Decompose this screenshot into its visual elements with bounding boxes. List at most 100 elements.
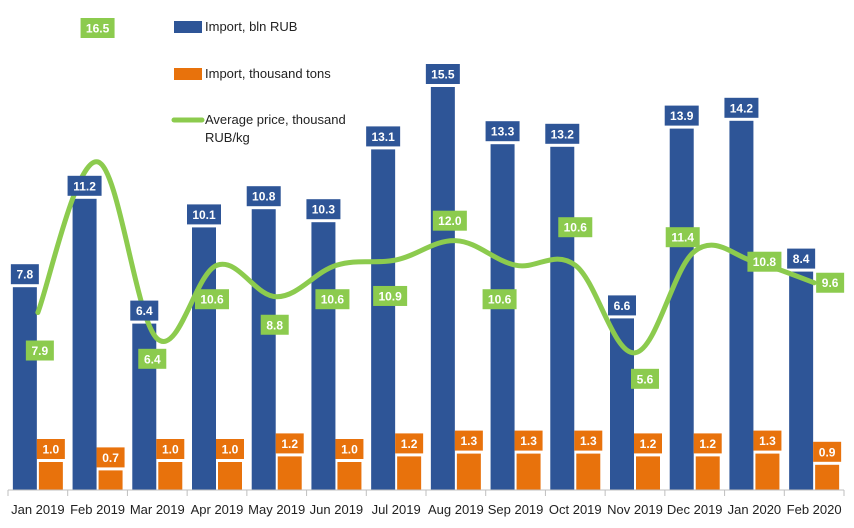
import-tons-label-text: 1.2 <box>401 437 418 451</box>
import-rub-bar <box>550 146 575 491</box>
average-price-label-text: 12.0 <box>438 214 462 228</box>
import-rub-label-text: 13.3 <box>491 125 515 139</box>
import-rub-bar <box>371 149 396 490</box>
import-rub-label-box <box>545 123 580 144</box>
average-price-label-box <box>665 227 700 248</box>
import-tons-label-text: 1.3 <box>580 434 597 448</box>
import-rub-bar <box>430 87 455 490</box>
average-price-label-text: 10.6 <box>488 293 512 307</box>
x-tick-label: Jun 2019 <box>310 502 364 517</box>
import-rub-label: 14.2 <box>724 97 759 118</box>
import-rub-label-box <box>664 105 699 126</box>
import-tons-label-text: 1.0 <box>341 443 358 457</box>
average-price-label-text: 10.8 <box>753 255 777 269</box>
average-price-label-box <box>816 272 845 293</box>
import-rub-label-box <box>130 300 159 321</box>
import-rub-label-text: 6.4 <box>136 304 153 318</box>
import-rub-label-box <box>425 64 460 84</box>
average-price-label-text: 5.6 <box>637 372 654 386</box>
import-tons-label-text: 0.7 <box>102 451 119 465</box>
import-rub-label-box <box>366 126 401 147</box>
import-rub-bar <box>490 144 515 490</box>
import-rub-label-box <box>724 97 759 118</box>
import-rub-bar <box>132 323 157 490</box>
import-tons-label-box <box>454 430 483 451</box>
x-tick-label: Jan 2020 <box>728 502 782 517</box>
average-price-label-box <box>432 210 467 231</box>
average-price-label-box <box>195 289 229 310</box>
average-price-label-text: 10.9 <box>378 289 402 303</box>
import-rub-label-text: 6.6 <box>614 299 631 313</box>
legend-swatch-import-rub <box>174 21 202 33</box>
import-tons-label: 1.3 <box>514 430 543 451</box>
average-price-label: 8.8 <box>260 314 289 335</box>
import-rub-label-box <box>787 248 816 269</box>
import-rub-label-text: 13.1 <box>371 130 395 144</box>
import-rub-label-box <box>608 295 636 316</box>
import-tons-label: 1.0 <box>36 439 65 459</box>
import-rub-label-box <box>187 204 221 225</box>
average-price-label: 9.6 <box>816 272 845 293</box>
average-price-label-box <box>558 217 593 238</box>
import-tons-label: 1.0 <box>156 439 185 459</box>
import-tons-label: 1.2 <box>693 433 722 454</box>
import-tons-label-box <box>216 439 244 459</box>
import-tons-bar <box>337 462 362 490</box>
legend-swatch-import-tons <box>174 68 202 80</box>
import-tons-label-text: 1.2 <box>699 437 716 451</box>
x-tick-label: Mar 2019 <box>130 502 185 517</box>
import-tons-label-text: 1.0 <box>162 443 179 457</box>
import-tons-label: 1.2 <box>395 433 424 454</box>
import-tons-label-text: 1.3 <box>520 434 537 448</box>
import-rub-label-text: 11.2 <box>73 179 96 193</box>
x-tick-label: Feb 2020 <box>787 502 842 517</box>
import-rub-label: 13.3 <box>485 121 520 142</box>
import-rub-label-box <box>246 186 281 207</box>
average-price-label: 16.5 <box>80 18 115 38</box>
import-tons-bar <box>516 453 541 490</box>
import-tons-label-text: 1.2 <box>281 437 298 451</box>
import-rub-label: 7.8 <box>10 264 39 285</box>
average-price-label-box <box>482 289 517 310</box>
import-rub-label-box <box>306 199 341 220</box>
import-rub-label: 15.5 <box>425 64 460 84</box>
import-rub-bar <box>669 128 694 490</box>
import-tons-bar <box>397 456 422 490</box>
import-tons-label-box <box>335 439 364 459</box>
import-tons-label-text: 1.0 <box>43 443 60 457</box>
average-price-line <box>35 159 817 356</box>
import-rub-bar <box>311 222 336 490</box>
import-tons-label: 1.0 <box>216 439 244 459</box>
import-tons-bar <box>695 456 720 490</box>
import-tons-label: 1.2 <box>634 433 662 454</box>
import-tons-label-box <box>574 430 603 451</box>
import-tons-label-box <box>36 439 65 459</box>
x-tick-label: Aug 2019 <box>428 502 484 517</box>
import-rub-label: 10.1 <box>187 204 221 225</box>
import-tons-label: 0.9 <box>813 441 842 462</box>
x-axis: Jan 2019 Feb 2019 Mar 2019 Apr 2019 May 2019… <box>7 489 845 517</box>
import-tons-label-box <box>753 430 782 451</box>
x-tick-label: Jul 2019 <box>372 502 421 517</box>
legend-label-import-tons: Import, thousand tons <box>205 66 331 81</box>
average-price-label-text: 10.6 <box>200 293 224 307</box>
import-rub-label-text: 8.4 <box>793 252 810 266</box>
average-price-label-box <box>80 18 115 38</box>
x-tick-label: Jan 2019 <box>11 502 65 517</box>
import-rub-label-text: 10.8 <box>252 190 276 204</box>
average-price-label-text: 7.9 <box>32 344 49 358</box>
average-price-label-text: 16.5 <box>86 22 110 36</box>
import-rub-label-text: 13.9 <box>670 109 694 123</box>
import-rub-bar <box>789 271 814 490</box>
import-tons-label-text: 1.3 <box>461 434 478 448</box>
import-rub-label-text: 15.5 <box>431 68 455 82</box>
import-rub-bar <box>12 287 37 490</box>
import-tons-label-box <box>813 441 842 462</box>
import-tons-label-text: 1.0 <box>222 443 239 457</box>
average-price-label-box <box>373 285 408 306</box>
import-rub-label-box <box>485 121 520 142</box>
x-tick-label: Nov 2019 <box>607 502 663 517</box>
import-tons-bar <box>456 453 481 490</box>
legend-label-average-price-line2: RUB/kg <box>205 130 250 145</box>
